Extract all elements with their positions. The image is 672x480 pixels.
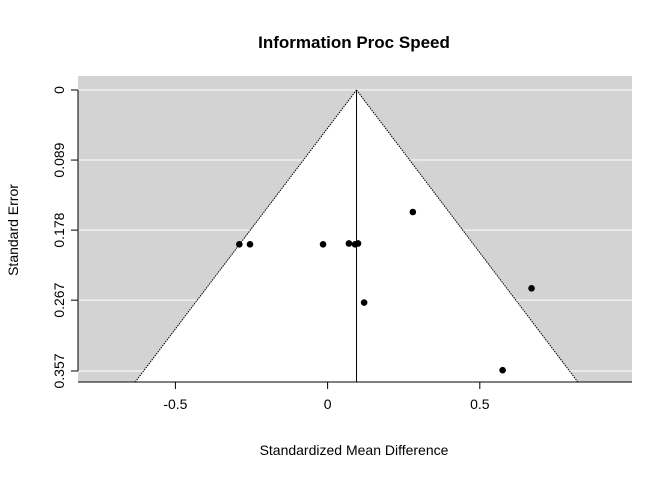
study-point-9 — [528, 285, 535, 292]
study-point-1 — [246, 240, 254, 248]
study-point-6 — [360, 299, 368, 306]
study-point-5 — [354, 240, 362, 247]
y-tick-label-0: 0 — [51, 86, 67, 94]
funnel-edge-right — [356, 89, 579, 383]
x-tick-label-1: 0 — [324, 396, 332, 412]
y-tick-label-1: 0.089 — [51, 142, 67, 177]
x-tick-label-0: -0.5 — [163, 396, 187, 412]
study-points — [236, 208, 535, 374]
funnel-edge-left — [134, 89, 357, 383]
study-point-2 — [319, 240, 327, 248]
y-tick-label-4: 0.357 — [51, 353, 67, 388]
x-axis: -0.5 0 0.5 — [78, 381, 632, 412]
chart-title: Information Proc Speed — [258, 33, 450, 52]
funnel-edges — [134, 89, 579, 383]
y-tick-label-2: 0.178 — [51, 212, 67, 247]
study-point-7 — [409, 208, 417, 216]
y-axis: 0 0.089 0.178 0.267 0.357 — [51, 86, 79, 389]
y-axis-title: Standard Error — [5, 184, 21, 276]
x-tick-label-2: 0.5 — [470, 396, 490, 412]
y-tick-label-3: 0.267 — [51, 282, 67, 317]
study-point-8 — [499, 366, 506, 374]
study-point-0 — [236, 240, 243, 248]
x-axis-title: Standardized Mean Difference — [260, 442, 449, 458]
study-point-3 — [345, 240, 353, 247]
